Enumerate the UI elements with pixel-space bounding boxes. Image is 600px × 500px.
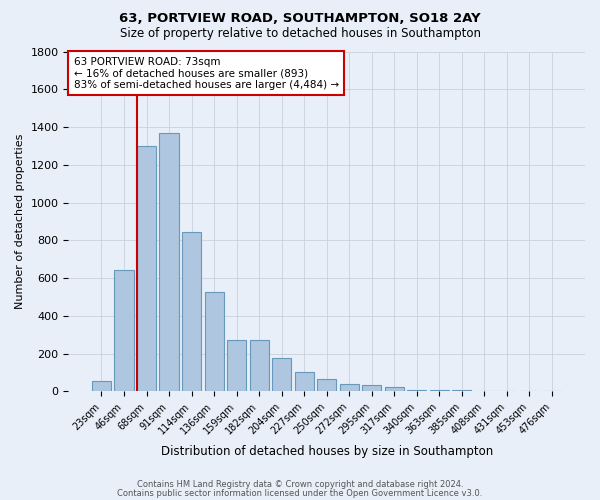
Bar — [452, 390, 472, 392]
Text: 63, PORTVIEW ROAD, SOUTHAMPTON, SO18 2AY: 63, PORTVIEW ROAD, SOUTHAMPTON, SO18 2AY — [119, 12, 481, 26]
Bar — [430, 390, 449, 392]
Text: 63 PORTVIEW ROAD: 73sqm
← 16% of detached houses are smaller (893)
83% of semi-d: 63 PORTVIEW ROAD: 73sqm ← 16% of detache… — [74, 56, 338, 90]
Bar — [205, 292, 224, 392]
Text: Contains HM Land Registry data © Crown copyright and database right 2024.: Contains HM Land Registry data © Crown c… — [137, 480, 463, 489]
Bar — [92, 381, 111, 392]
Bar — [137, 146, 156, 392]
Bar — [295, 372, 314, 392]
Bar — [227, 340, 246, 392]
Bar — [182, 232, 201, 392]
Bar — [362, 386, 382, 392]
Bar — [385, 388, 404, 392]
Text: Contains public sector information licensed under the Open Government Licence v3: Contains public sector information licen… — [118, 489, 482, 498]
Bar — [160, 132, 179, 392]
Bar — [407, 390, 427, 392]
Bar — [272, 358, 291, 392]
Bar — [317, 379, 336, 392]
Bar — [115, 270, 134, 392]
Bar — [250, 340, 269, 392]
Text: Size of property relative to detached houses in Southampton: Size of property relative to detached ho… — [119, 28, 481, 40]
Bar — [340, 384, 359, 392]
Y-axis label: Number of detached properties: Number of detached properties — [15, 134, 25, 309]
X-axis label: Distribution of detached houses by size in Southampton: Distribution of detached houses by size … — [161, 444, 493, 458]
